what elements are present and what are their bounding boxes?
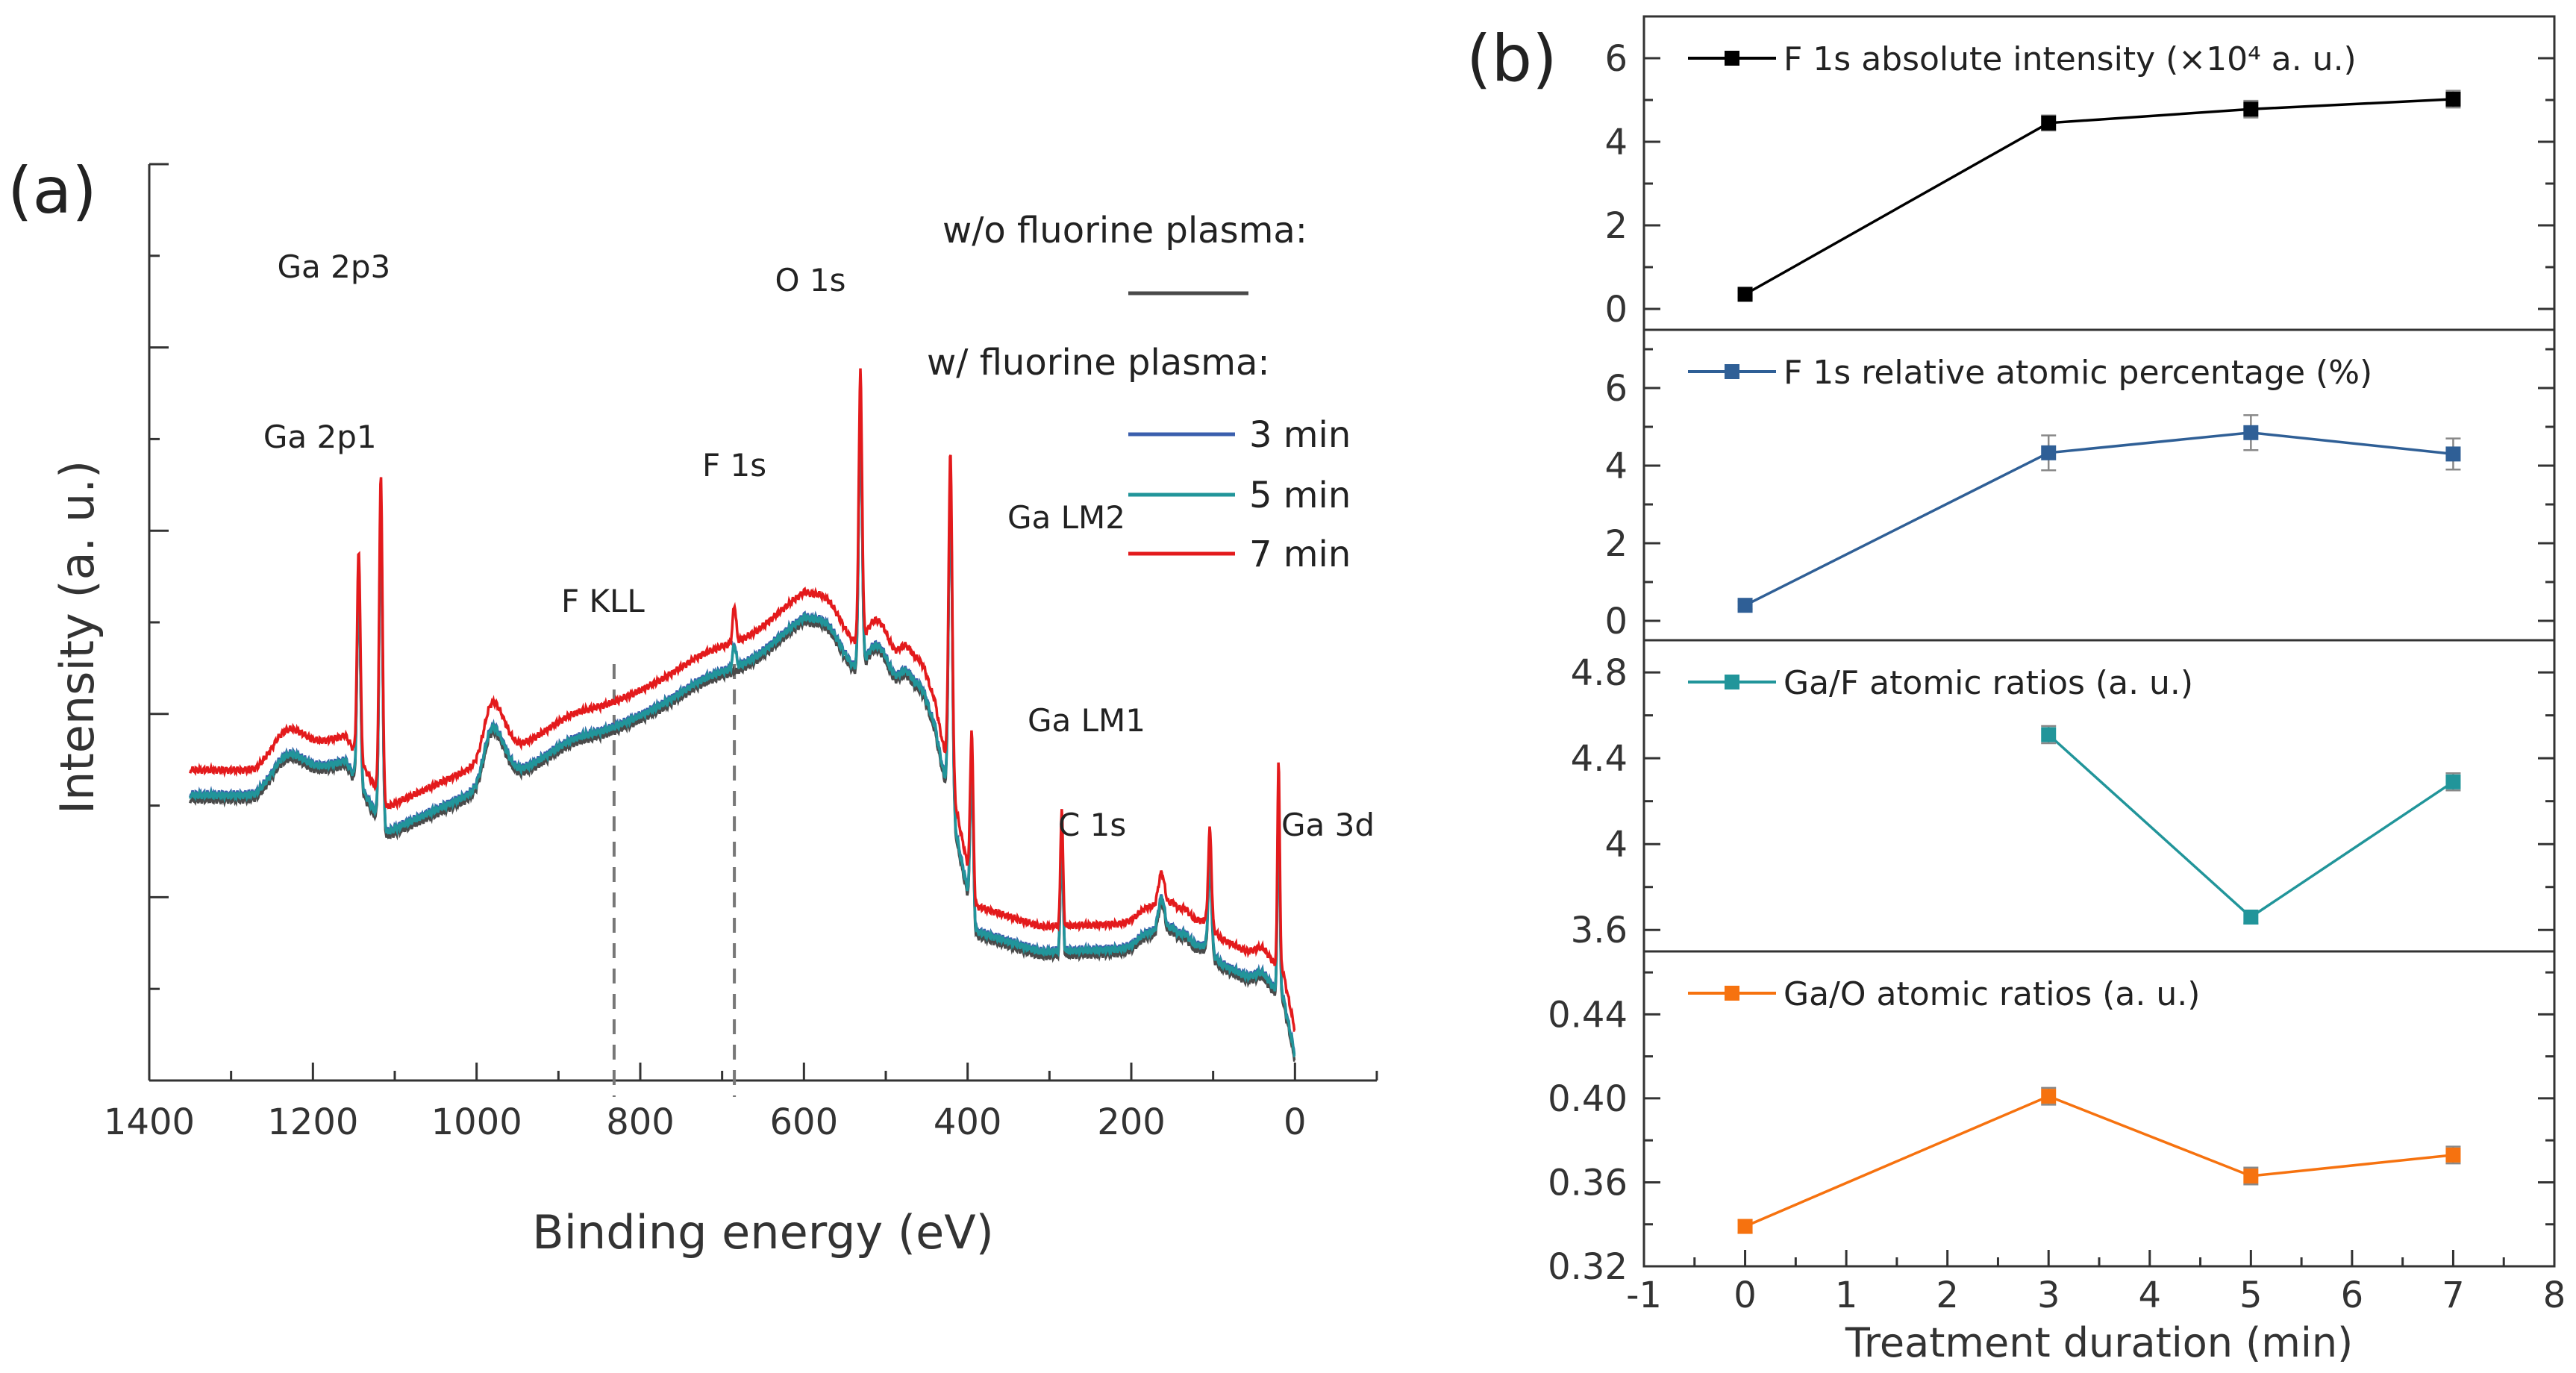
data-point-marker [2445,91,2461,107]
data-point-marker [2243,1169,2259,1184]
y-tick-label: 3.6 [1571,910,1628,951]
y-tick-label: 6 [1604,38,1628,80]
x-tick-label: 400 [934,1101,1002,1143]
peak-label: Ga 2p3 [277,248,390,285]
x-tick-label: 3 [2037,1275,2060,1316]
peak-label: Ga LM2 [1007,499,1125,536]
y-tick-label: 0.40 [1548,1078,1628,1120]
x-tick-label: 0 [1734,1275,1757,1316]
y-tick-label: 4 [1604,824,1628,866]
data-point-marker [2243,425,2259,440]
x-tick-label: 1200 [267,1101,358,1143]
legend-marker [1725,364,1739,379]
x-axis-title: Binding energy (eV) [532,1205,994,1260]
y-tick-label: 4 [1604,122,1628,163]
data-point-marker [2243,909,2259,925]
spectrum-series-line [189,393,1296,1057]
x-tick-label: 4 [2139,1275,2162,1316]
panel-label-a: (a) [7,154,97,228]
legend-text: F 1s relative atomic percentage (%) [1783,354,2372,392]
data-point-marker [2041,445,2057,460]
panel-label-b: (b) [1466,22,1557,96]
x-axis-title: Treatment duration (min) [1845,1319,2353,1366]
x-tick-label: 800 [606,1101,675,1143]
x-tick-label: 1000 [431,1101,522,1143]
data-point-marker [2445,446,2461,462]
panel-b: (b) 0 2 4 6 F 1s absolute intensity (×10⁴ a. … [1466,15,2566,1366]
legend-text: Ga/O atomic ratios (a. u.) [1783,975,2200,1013]
y-axis-title: Intensity (a. u.) [50,460,104,814]
spectrum-series-line [189,398,1296,1062]
y-tick-label: 2 [1604,523,1628,565]
data-point-marker [1737,598,1753,613]
data-point-marker [2041,1089,2057,1104]
data-point-marker [2041,115,2057,131]
legend-marker [1725,51,1739,66]
y-tick-label: 6 [1604,368,1628,410]
x-tick-label: 600 [770,1101,839,1143]
x-tick-label: 200 [1097,1101,1166,1143]
data-point-marker [2445,1147,2461,1163]
y-tick-label: 4.4 [1571,738,1628,780]
legend-entry: 7 min [1249,534,1351,575]
series-line [1744,1095,2454,1228]
legend-title-with: w/ fluorine plasma: [927,342,1270,384]
peak-label: Ga 2p1 [263,419,377,455]
data-point-marker [2445,774,2461,789]
series-line [1744,431,2454,607]
series-line [1744,98,2454,295]
legend-entry: 3 min [1249,414,1351,456]
series-line [2048,734,2454,919]
peak-label: F 1s [702,447,766,484]
legend-title-without: w/o fluorine plasma: [942,210,1307,251]
x-tick-label: 2 [1936,1275,1959,1316]
data-point-marker [1737,287,1753,302]
y-tick-label: 0.36 [1548,1162,1628,1204]
x-tick-label: -1 [1626,1275,1662,1316]
peak-label: Ga LM1 [1028,702,1145,739]
legend-marker [1725,986,1739,1001]
peak-label: O 1s [775,262,845,298]
peak-label: C 1s [1058,807,1126,843]
legend-marker [1725,675,1739,689]
y-tick-label: 2 [1604,205,1628,247]
y-tick-label: 0.44 [1548,994,1628,1036]
legend-text: F 1s absolute intensity (×10⁴ a. u.) [1783,40,2357,78]
peak-label: F KLL [561,583,645,619]
panel-a: (a) 1400 1200 1000 800 600 400 200 0 Binding ener… [7,154,1378,1260]
legend-entry: 5 min [1249,475,1351,516]
y-tick-label: 0 [1604,289,1628,331]
x-tick-label: 0 [1284,1101,1307,1143]
x-tick-label: 7 [2442,1275,2465,1316]
y-tick-label: 4.8 [1571,652,1628,694]
legend-text: Ga/F atomic ratios (a. u.) [1783,664,2193,702]
y-tick-label: 4 [1604,445,1628,487]
y-tick-label: 0 [1604,601,1628,642]
data-point-marker [2041,727,2057,742]
x-tick-label: 1 [1835,1275,1858,1316]
data-point-marker [1737,1219,1753,1234]
x-tick-label: 5 [2239,1275,2263,1316]
x-tick-label: 6 [2341,1275,2364,1316]
x-tick-label: 8 [2543,1275,2566,1316]
y-tick-label: 0.32 [1548,1246,1628,1288]
peak-label: Ga 3d [1281,807,1375,843]
data-point-marker [2243,101,2259,117]
spectrum-series-line [189,368,1296,1032]
x-tick-label: 1400 [104,1101,195,1143]
